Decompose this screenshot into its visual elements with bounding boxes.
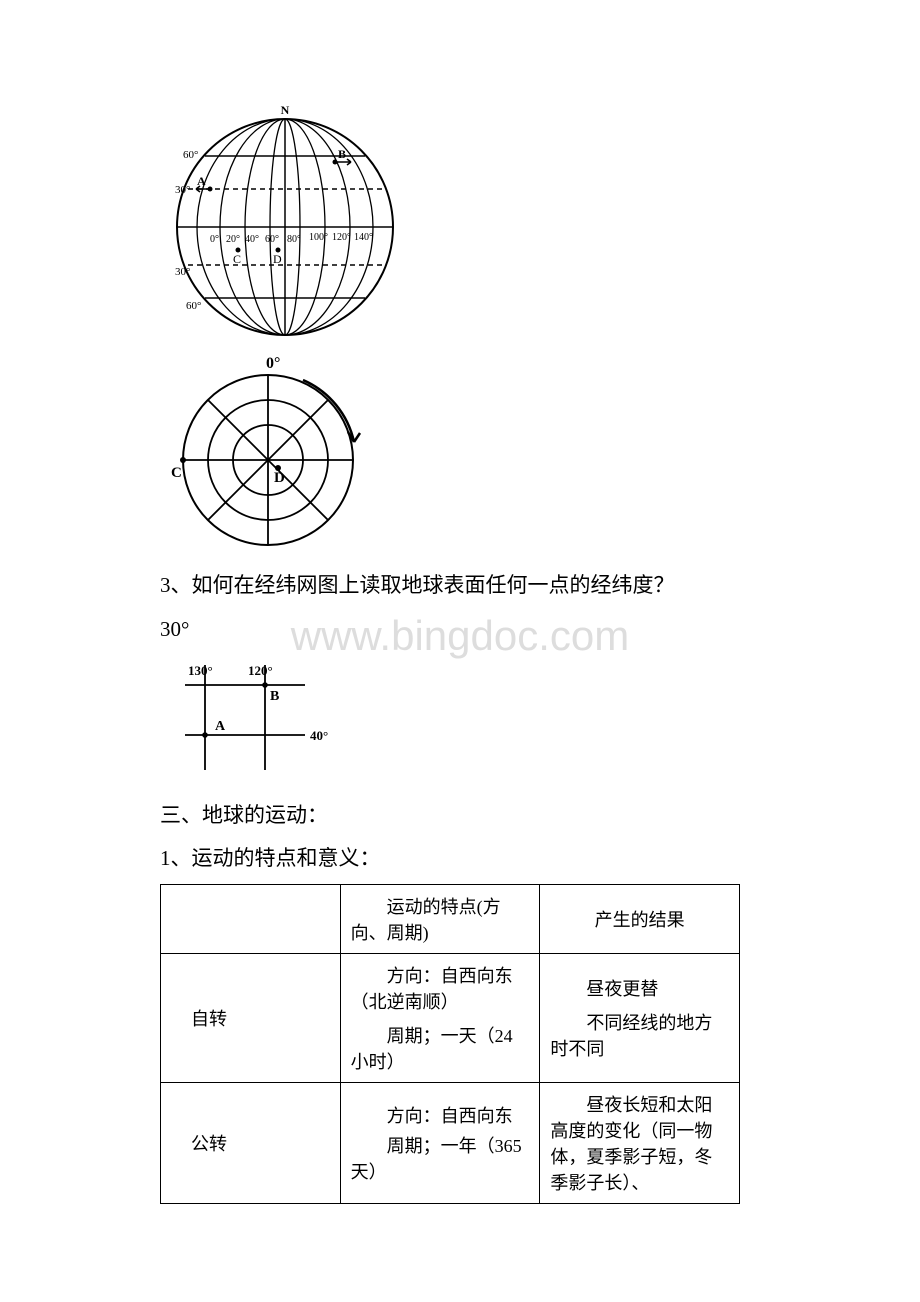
row-revolution-res: 昼夜长短和太阳高度的变化（同一物体，夏季影子短，冬季影子长）、 [540,1083,740,1204]
grid-svg: 130° 120° 40° A B [160,655,340,785]
question-3: 3、如何在经纬网图上读取地球表面任何一点的经纬度？ [160,567,760,605]
globe-figure: N 60° 30° 30° 60° 0° 20° 40° 60° 80° 100… [160,100,760,345]
svg-text:A: A [197,174,206,188]
row-rotation-res: 昼夜更替 不同经线的地方时不同 [540,954,740,1083]
svg-text:60°: 60° [186,300,201,312]
svg-text:60°: 60° [265,234,279,245]
svg-text:C: C [233,252,241,266]
svg-text:B: B [338,147,346,161]
section-3-title: 三、地球的运动： [160,797,760,835]
globe-svg: N 60° 30° 30° 60° 0° 20° 40° 60° 80° 100… [160,100,410,345]
sub-1: 1、运动的特点和意义： [160,840,760,878]
svg-text:130°: 130° [188,663,213,678]
svg-text:N: N [281,103,290,117]
svg-text:D: D [274,470,285,486]
svg-text:60°: 60° [183,149,198,161]
svg-text:0°: 0° [266,355,280,372]
svg-text:100°: 100° [309,232,328,243]
header-empty [161,885,341,954]
svg-text:30°: 30° [175,266,190,278]
polar-svg: 0° C D [160,355,380,555]
svg-text:30°: 30° [175,184,190,196]
table-row: 公转 方向：自西向东 周期；一年（365天） 昼夜长短和太阳高度的变化（同一物体… [161,1083,740,1204]
svg-text:40°: 40° [310,728,328,743]
svg-text:20°: 20° [226,234,240,245]
grid-figure: 130° 120° 40° A B [160,655,760,785]
header-feat: 运动的特点(方向、周期) [340,885,540,954]
svg-text:C: C [171,465,182,481]
thirty-deg: 30° [160,611,760,649]
row-revolution-feat: 方向：自西向东 周期；一年（365天） [340,1083,540,1204]
table-header-row: 运动的特点(方向、周期) 产生的结果 [161,885,740,954]
svg-text:140°: 140° [354,232,373,243]
svg-text:D: D [273,252,282,266]
svg-text:40°: 40° [245,234,259,245]
polar-figure: 0° C D [160,355,760,555]
svg-text:120°: 120° [332,232,351,243]
row-rotation-feat: 方向：自西向东（北逆南顺） 周期；一天（24小时） [340,954,540,1083]
svg-text:120°: 120° [248,663,273,678]
motion-table: 运动的特点(方向、周期) 产生的结果 自转 方向：自西向东（北逆南顺） 周期；一… [160,884,740,1204]
svg-text:80°: 80° [287,234,301,245]
table-row: 自转 方向：自西向东（北逆南顺） 周期；一天（24小时） 昼夜更替 不同经线的地… [161,954,740,1083]
header-res: 产生的结果 [540,885,740,954]
svg-text:0°: 0° [210,234,219,245]
svg-text:B: B [270,689,279,704]
svg-text:A: A [215,719,226,734]
page-content: N 60° 30° 30° 60° 0° 20° 40° 60° 80° 100… [0,0,920,1284]
row-revolution-name: 公转 [161,1083,341,1204]
row-rotation-name: 自转 [161,954,341,1083]
